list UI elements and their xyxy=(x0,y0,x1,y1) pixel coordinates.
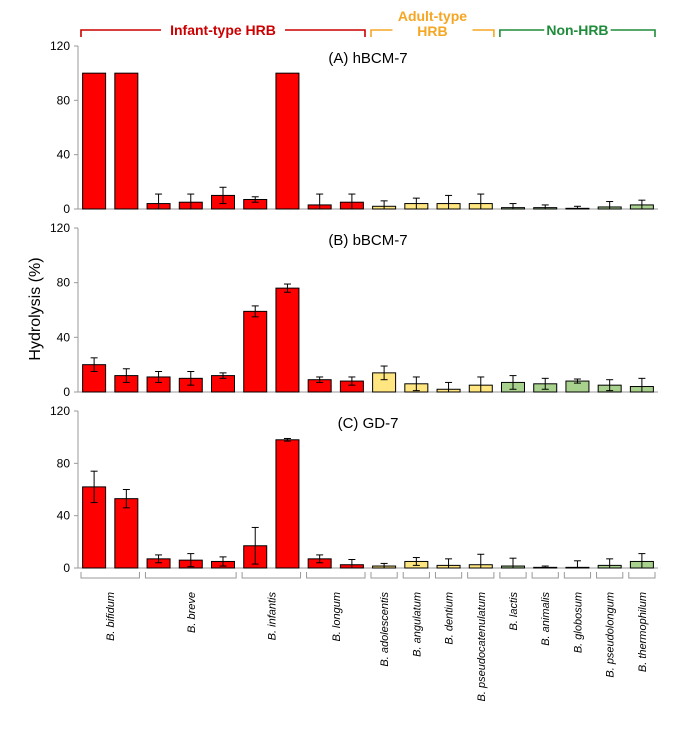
y-tick-label: 40 xyxy=(57,148,71,162)
y-tick-label: 120 xyxy=(50,404,70,418)
group-bracket-left xyxy=(499,29,545,37)
bar xyxy=(114,498,139,569)
species-label: B. angulatum xyxy=(411,592,423,657)
species-label: B. longum xyxy=(331,592,343,642)
group-bracket-left xyxy=(370,29,393,37)
species-label: B. adolescentis xyxy=(379,592,391,667)
group-label: Adult-type xyxy=(398,8,467,24)
y-tick-label: 0 xyxy=(63,385,70,399)
panel-title: (A) hBCM-7 xyxy=(328,50,407,67)
species-bracket xyxy=(306,572,366,579)
species-bracket xyxy=(434,572,463,579)
species-bracket xyxy=(144,572,237,579)
group-label: Infant-type HRB xyxy=(170,22,276,38)
y-tick-label: 80 xyxy=(57,93,71,107)
species-axis: B. bifidum B. breve B. infantis B. longum B.… xyxy=(80,572,656,701)
species-bracket xyxy=(628,572,656,579)
y-tick-label: 80 xyxy=(57,456,71,470)
species-label: B. pseudolongum xyxy=(605,592,617,678)
y-axis-label: Hydrolysis (%) xyxy=(27,257,44,360)
species-bracket xyxy=(596,572,624,579)
species-label: B. lactis xyxy=(508,592,520,631)
species-label: B. animalis xyxy=(540,592,552,646)
species-label: B. bifidum xyxy=(105,592,117,641)
panel-2: 0 40 80 120 (B) bBCM-7 xyxy=(50,221,658,399)
panel-1: 0 40 80 120 (A) hBCM-7 xyxy=(50,39,658,216)
species-bracket xyxy=(80,572,140,579)
group-bracket-left xyxy=(80,29,161,37)
y-tick-label: 120 xyxy=(50,221,70,235)
panel-3: 0 40 80 120 (C) GD-7 xyxy=(50,404,658,575)
species-label: B. dentium xyxy=(444,592,456,645)
species-bracket xyxy=(531,572,559,579)
group-bracket-right xyxy=(610,29,656,37)
species-bracket xyxy=(402,572,430,579)
bar xyxy=(243,310,268,393)
y-tick-label: 40 xyxy=(57,330,71,344)
group-label: Non-HRB xyxy=(546,22,608,38)
species-label: B. breve xyxy=(186,592,198,633)
bar xyxy=(275,72,300,210)
group-bracket-right xyxy=(285,29,366,37)
species-label: B. infantis xyxy=(266,592,278,641)
group-bracket-right xyxy=(472,29,495,37)
species-label: B. thermophilum xyxy=(637,592,649,672)
y-tick-label: 120 xyxy=(50,39,70,53)
y-tick-label: 80 xyxy=(57,276,71,290)
bar xyxy=(114,72,139,210)
bar xyxy=(275,439,300,569)
species-bracket xyxy=(499,572,527,579)
y-tick-label: 40 xyxy=(57,509,71,523)
group-label-line2: HRB xyxy=(417,23,447,39)
panel-title: (C) GD-7 xyxy=(338,415,399,432)
species-label: B. pseudocatenulatum xyxy=(476,592,488,701)
bar xyxy=(82,72,107,210)
bar xyxy=(275,287,300,393)
y-tick-label: 0 xyxy=(63,202,70,216)
panel-title: (B) bBCM-7 xyxy=(328,232,407,249)
species-bracket xyxy=(241,572,302,579)
species-label: B. globosum xyxy=(572,592,584,653)
chart-panels: 0 40 80 120 (A) hBCM-7 0 40 80 120 (B) bBCM-7 0 40 8… xyxy=(50,39,658,575)
species-bracket xyxy=(370,572,398,579)
species-bracket xyxy=(467,572,495,579)
species-bracket xyxy=(563,572,592,579)
y-tick-label: 0 xyxy=(63,561,70,575)
